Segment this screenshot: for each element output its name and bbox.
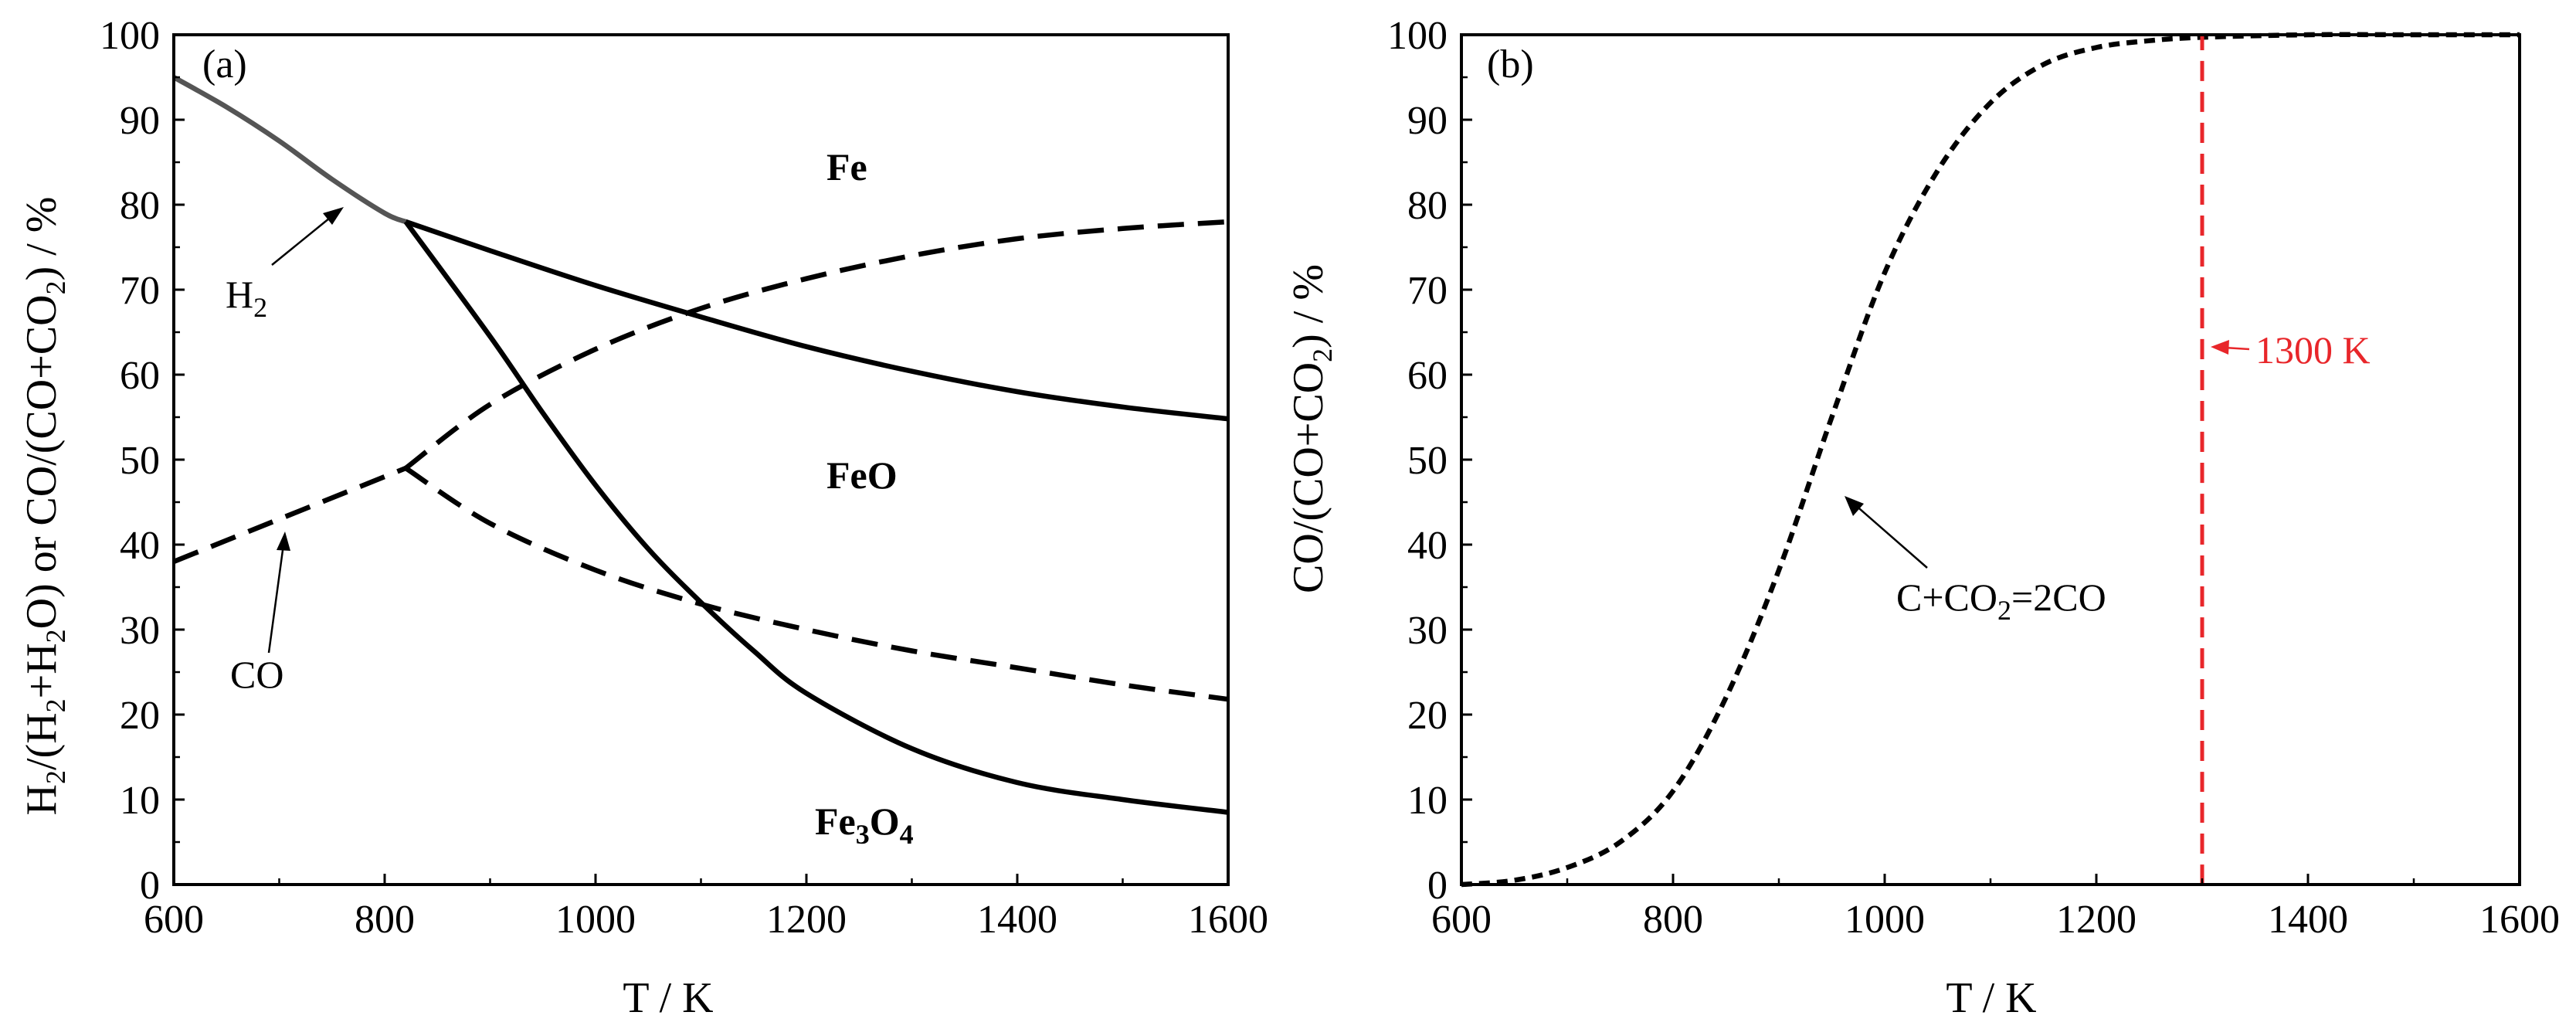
annotation-reaction-arrowhead [1845,496,1864,516]
y-tick-label: 30 [120,609,160,653]
reaction-part: =2CO [2011,576,2106,619]
ylabel-a-part: /(H [18,712,66,770]
y-tick-label: 100 [100,14,160,58]
x-tick-label: 1600 [2479,898,2560,942]
y-tick-label: 100 [1387,14,1448,58]
series-a-h2-1 [405,219,1229,422]
panel-b-tag: (b) [1487,42,1534,87]
y-tick-label: 40 [120,524,160,568]
panel-a: 600 800 1000 1200 1400 1600 0 10 20 30 40 50 60 70 80 9… [18,14,1268,1022]
series-a-co-5 [404,466,1229,702]
annotation-h2: H2 [226,273,267,323]
y-tick-label: 90 [1407,99,1448,143]
h2-sub: 2 [253,292,267,323]
ylabel-a-part: ) / % [18,197,66,281]
region-label-feo: FeO [826,453,898,497]
panel-a-tag: (a) [202,42,247,87]
region-label-fe: Fe [826,145,867,188]
panel-a-tick-labels: 600 800 1000 1200 1400 1600 0 10 20 30 40 50 60 70 80 9… [100,14,1268,942]
y-tick-label: 30 [1407,609,1448,653]
ylabel-a-sub: 2 [40,280,71,294]
annotation-co-arrowhead [277,531,290,551]
panel-a-frame [172,33,1230,886]
y-tick-label: 60 [1407,354,1448,398]
series-a-co-4 [404,219,1229,470]
annotation-1300k: 1300 K [2255,328,2371,372]
y-tick-label: 20 [1407,694,1448,738]
region-label-fe3o4: Fe3O4 [815,800,914,850]
y-tick-label: 0 [140,864,160,908]
x-tick-label: 800 [1643,898,1703,942]
y-tick-label: 80 [1407,184,1448,228]
y-tick-label: 50 [120,439,160,483]
x-tick-label: 600 [144,898,204,942]
reaction-sub: 2 [1997,595,2011,626]
y-tick-label: 20 [120,694,160,738]
x-tick-label: 800 [355,898,415,942]
annotation-h2-arrowhead [323,207,344,225]
panel-a-xlabel: T / K [623,974,713,1022]
annotation-h2-arrow [271,214,334,266]
ylabel-a-sub: 2 [40,629,71,643]
series-a-co-3 [172,465,407,565]
ylabel-a-part: H [18,784,66,815]
x-tick-label: 1400 [977,898,1057,942]
panel-b-frame [1460,33,2521,886]
h2-part: H [226,273,253,316]
series-a-h2-2 [403,220,1229,815]
y-tick-label: 70 [120,269,160,313]
annotation-co: CO [230,653,283,696]
ylabel-a-sub: 2 [40,698,71,712]
series-b-c-co2-2co-0 [1461,32,2520,888]
fe3o4-sub: 4 [900,819,914,850]
panel-b-ticks [1460,33,2521,886]
annotation-reaction: C+CO2=2CO [1896,576,2106,626]
y-tick-label: 70 [1407,269,1448,313]
fe3o4-sub: 3 [856,819,870,850]
x-tick-label: 1400 [2268,898,2348,942]
ylabel-b-part: ) / % [1285,264,1332,348]
series-a-h2-0 [172,75,407,225]
annotation-reaction-arrow [1853,503,1928,569]
y-tick-label: 10 [1407,779,1448,823]
fe3o4-part: O [870,800,900,843]
y-tick-label: 10 [120,779,160,823]
panel-a-ylabel: H2/(H2+H2O) or CO/(CO+CO2) / % [18,197,71,816]
x-tick-label: 1600 [1188,898,1268,942]
ylabel-a-sub: 2 [40,770,71,784]
x-tick-label: 1200 [2056,898,2136,942]
ylabel-a-part: +H [18,643,66,698]
ylabel-b-part: CO/(CO+CO [1285,362,1332,593]
panel-b-ylabel: CO/(CO+CO2) / % [1285,264,1338,593]
y-tick-label: 0 [1427,864,1448,908]
x-tick-label: 1200 [766,898,847,942]
panel-b-tick-labels: 600 800 1000 1200 1400 1600 0 10 20 30 40 50 60 70 80 9… [1387,14,2560,942]
y-tick-label: 40 [1407,524,1448,568]
annotation-co-arrow [267,544,285,654]
y-tick-label: 60 [120,354,160,398]
reaction-part: C+CO [1896,576,1997,619]
ylabel-a-part: O) or CO/(CO+CO [18,294,66,629]
panel-b: 600 800 1000 1200 1400 1600 0 10 20 30 40 50 60 70 80 9… [1285,14,2560,1022]
panel-a-curves [172,75,1229,815]
panel-b-curves [1461,32,2520,888]
y-tick-label: 90 [120,99,160,143]
x-tick-label: 600 [1431,898,1492,942]
panel-a-ticks [172,33,1230,886]
annotation-1300k-arrowhead [2211,340,2229,355]
x-tick-label: 1000 [1845,898,1925,942]
y-tick-label: 80 [120,184,160,228]
ylabel-b-sub: 2 [1307,348,1338,362]
y-tick-label: 50 [1407,439,1448,483]
x-tick-label: 1000 [555,898,636,942]
panel-b-xlabel: T / K [1946,974,2036,1022]
fe3o4-part: Fe [815,800,856,843]
